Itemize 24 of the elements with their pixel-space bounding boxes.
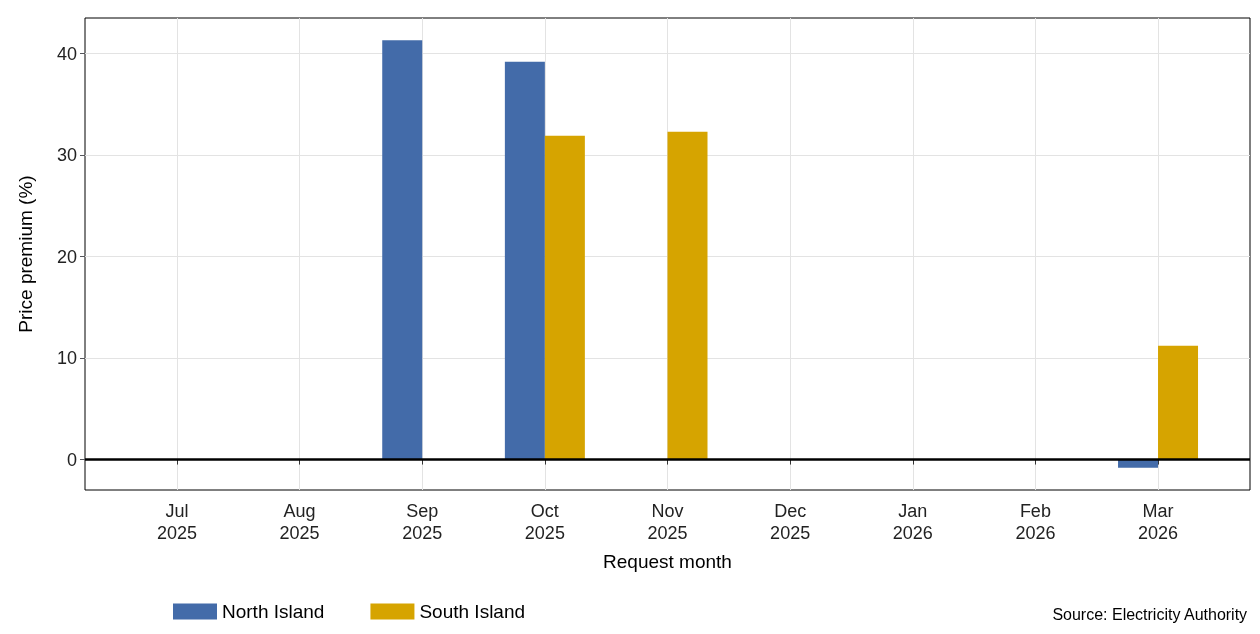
legend-label: South Island	[419, 601, 526, 622]
source-note: Source: Electricity Authority	[1052, 605, 1248, 623]
y-tick-label: 20	[56, 246, 77, 267]
legend-label: North Island	[222, 601, 325, 622]
y-tick-label: 40	[56, 43, 77, 64]
y-tick-label: 30	[56, 145, 77, 166]
x-tick-label: Nov 2025	[647, 501, 688, 543]
x-tick-label: Mar 2026	[1138, 501, 1179, 543]
bar	[382, 40, 423, 460]
bar	[1158, 345, 1199, 460]
x-tick-label: Oct 2025	[524, 501, 565, 543]
y-axis-title: Price premium (%)	[15, 175, 36, 333]
y-tick-label: 10	[56, 348, 77, 369]
bar	[544, 135, 585, 460]
x-tick-label: Sep 2025	[402, 501, 443, 543]
bar	[667, 131, 708, 460]
bar	[504, 61, 545, 460]
x-tick-label: Feb 2026	[1015, 501, 1056, 543]
x-axis-title: Request month	[603, 551, 732, 572]
x-tick-label: Aug 2025	[279, 501, 320, 543]
x-tick-label: Dec 2025	[770, 501, 811, 543]
x-tick-label: Jul 2025	[156, 501, 197, 543]
x-tick-label: Jan 2026	[892, 501, 933, 543]
y-tick-label: 0	[66, 449, 77, 470]
